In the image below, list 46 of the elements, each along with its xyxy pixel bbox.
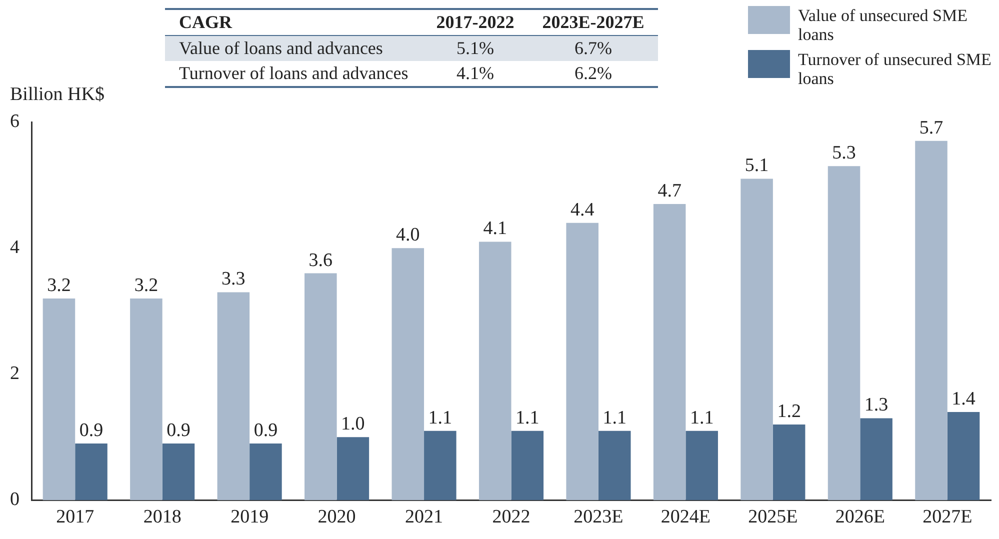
x-tick-label: 2020 (318, 506, 356, 528)
legend-label: Value of unsecured SME loans (798, 6, 968, 44)
data-label: 1.1 (602, 407, 626, 428)
x-tick-label: 2017 (56, 506, 94, 528)
data-label: 4.4 (570, 199, 595, 220)
x-tick-label: 2025E (748, 506, 798, 528)
data-label: 3.2 (134, 274, 158, 296)
text: Turnover of loans and advances (165, 61, 422, 87)
data-label: 0.9 (166, 420, 190, 441)
y-tick-label: 4 (10, 237, 20, 258)
text: 2023E-2027E (528, 9, 658, 36)
data-label: 1.3 (864, 394, 888, 416)
data-label: 5.1 (744, 155, 769, 176)
data-label: 0.9 (254, 420, 278, 441)
text: 6.2% (528, 61, 658, 87)
text: 4.1% (422, 61, 528, 87)
legend-label: Turnover of unsecured SME loans (798, 50, 992, 88)
x-tick-label: 2019 (230, 506, 269, 528)
data-label: 3.3 (222, 268, 246, 290)
data-label: 4.7 (658, 180, 682, 202)
x-tick-label: 2018 (143, 506, 182, 528)
data-label: 1.1 (428, 407, 452, 428)
data-label: 0.9 (79, 420, 104, 441)
y-tick-label: 0 (10, 489, 20, 510)
data-label: 1.2 (777, 401, 801, 422)
x-tick-label: 2021 (405, 506, 444, 528)
data-label: 5.7 (919, 117, 944, 138)
text: CAGR (165, 9, 422, 36)
data-label: 4.0 (396, 224, 420, 246)
x-tick-label: 2022 (492, 506, 530, 528)
data-label: 1.1 (690, 407, 714, 428)
data-label: 3.2 (47, 274, 71, 296)
x-tick-label: 2023E (574, 506, 624, 528)
data-label: 3.6 (308, 250, 333, 271)
x-tick-label: 2024E (660, 506, 711, 528)
data-label: 4.1 (483, 218, 507, 240)
y-tick-label: 6 (10, 110, 20, 132)
x-tick-label: 2027E (922, 506, 972, 528)
y-axis-title: Billion HK$ (10, 84, 104, 106)
x-tick-label: 2026E (835, 506, 885, 528)
data-label: 1.1 (516, 407, 540, 428)
data-label: 5.3 (832, 142, 856, 164)
y-tick-label: 2 (10, 363, 20, 384)
text: 2017-2022 (422, 9, 528, 36)
data-label: 1.4 (952, 388, 976, 410)
data-label: 1.0 (341, 414, 365, 435)
